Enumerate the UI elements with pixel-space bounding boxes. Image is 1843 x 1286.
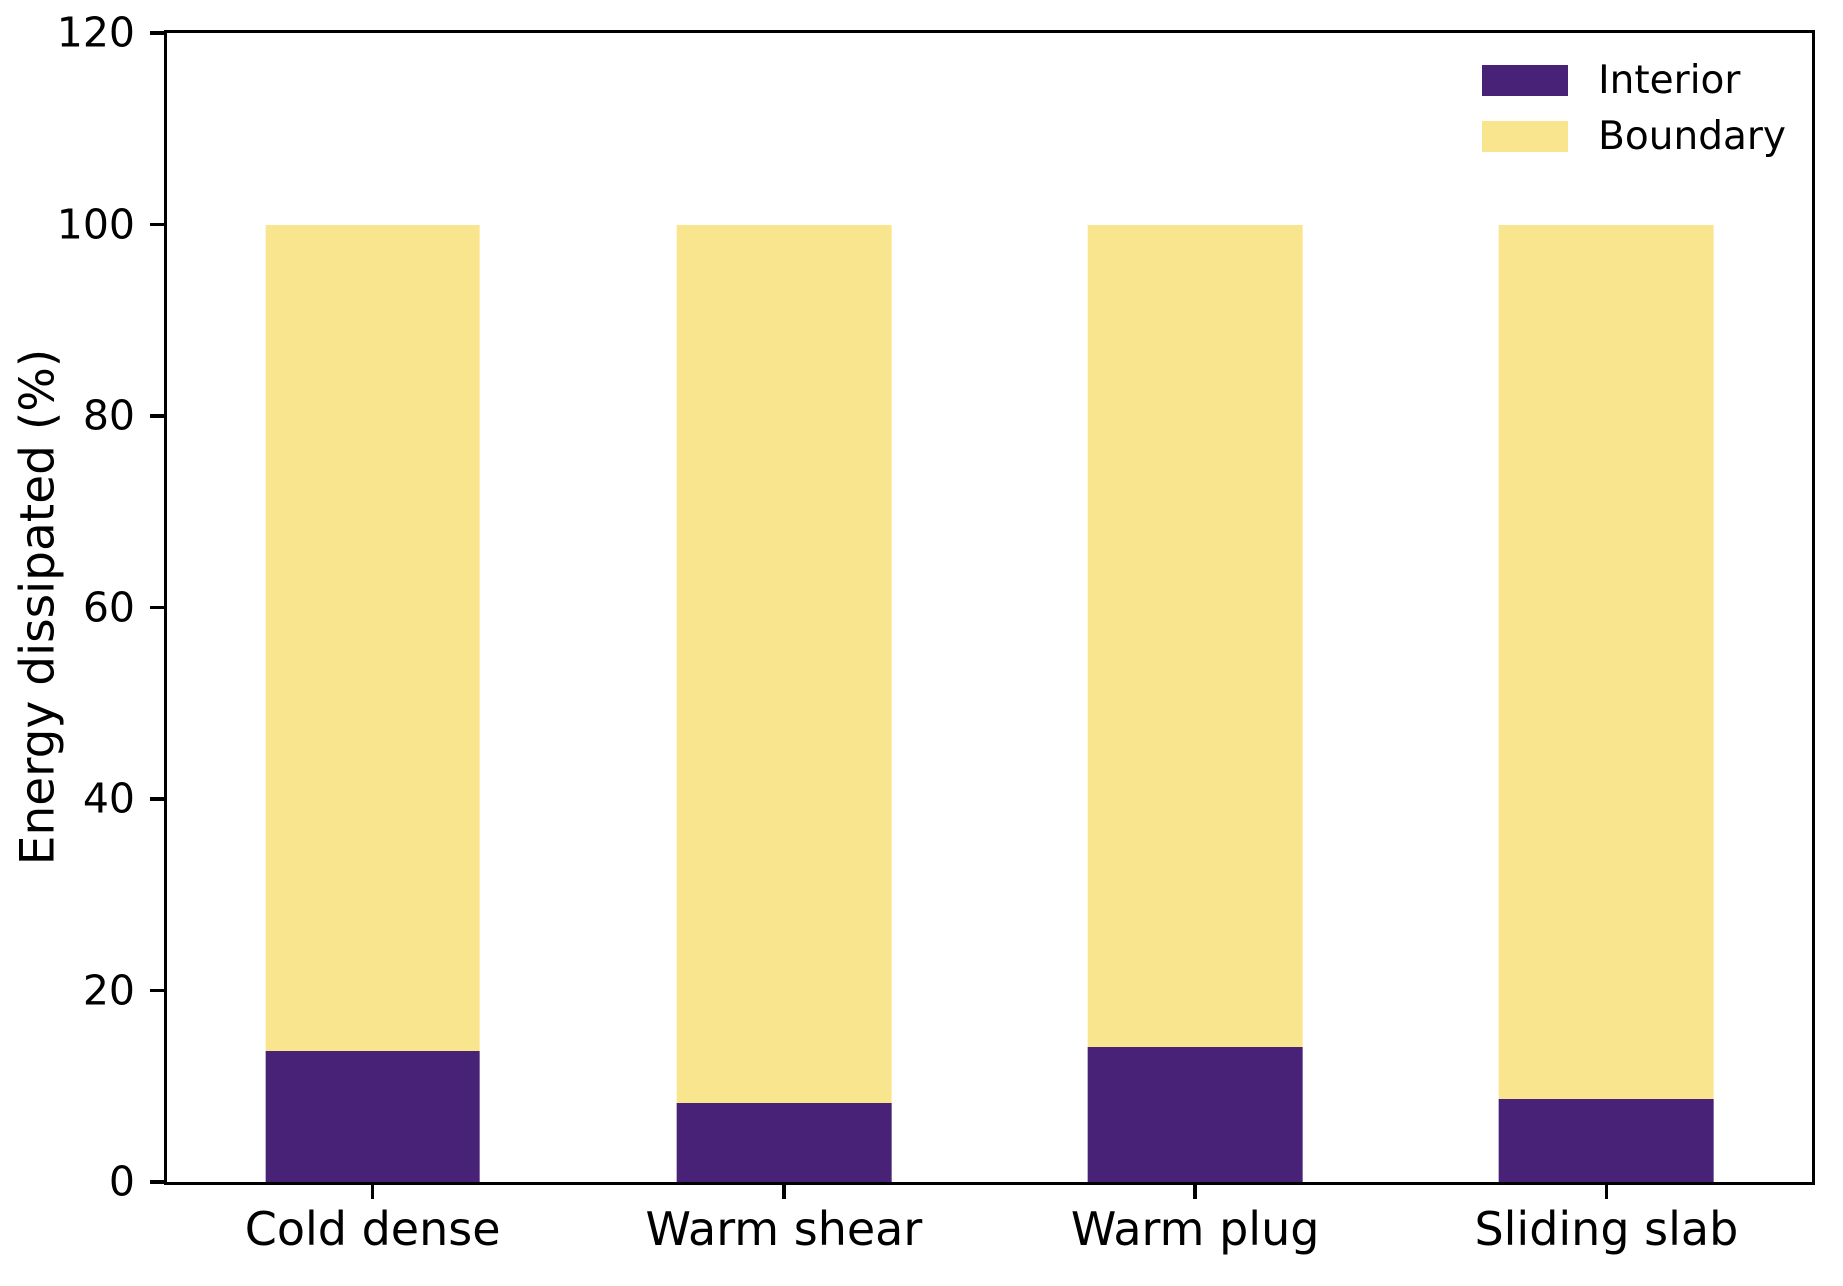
bar-segment-interior [676, 1102, 892, 1182]
bar-segment-boundary [676, 224, 892, 1103]
legend: Interior Boundary [1482, 61, 1786, 156]
x-tick-label: Warm plug [1070, 1202, 1320, 1256]
y-tick-label: 80 [82, 391, 135, 440]
x-tick [782, 1185, 786, 1199]
y-tick [150, 988, 164, 993]
legend-item-boundary: Boundary [1482, 117, 1786, 156]
x-tick-label: Sliding slab [1474, 1202, 1739, 1256]
y-axis-label: Energy dissipated (%) [10, 348, 66, 866]
legend-swatch-interior-icon [1482, 65, 1569, 96]
bar-segment-boundary [1499, 224, 1714, 1099]
bar-warm-shear [676, 33, 892, 1182]
x-tick-label: Warm shear [645, 1202, 923, 1256]
y-tick-label: 100 [56, 200, 135, 248]
y-tick-label: 40 [82, 774, 135, 823]
bar-segment-interior [1087, 1047, 1303, 1182]
bar-segment-boundary [1087, 224, 1303, 1047]
bar-cold-dense [265, 33, 480, 1182]
x-tick-label: Cold dense [244, 1202, 501, 1256]
x-tick [1604, 1185, 1609, 1199]
y-tick [150, 605, 164, 610]
legend-label: Boundary [1598, 114, 1786, 159]
y-tick [150, 31, 164, 35]
y-tick-label: 20 [82, 966, 135, 1014]
y-tick [150, 797, 164, 801]
y-tick-label: 60 [82, 583, 135, 631]
bar-segment-interior [1499, 1098, 1714, 1182]
bar-warm-plug [1087, 33, 1303, 1182]
y-tick [150, 222, 164, 227]
bar-segment-boundary [265, 224, 480, 1051]
plot-area: 0 20 40 60 80 100 120 Cold dense Warm shear Warm… [57, 12, 1815, 1256]
x-tick [1193, 1185, 1197, 1199]
x-tick [370, 1185, 375, 1199]
y-tick [150, 1180, 164, 1184]
y-tick-label: 0 [108, 1157, 135, 1206]
legend-swatch-boundary-icon [1482, 121, 1569, 152]
legend-item-interior: Interior [1482, 61, 1786, 100]
y-tick [150, 414, 164, 418]
legend-label: Interior [1598, 58, 1741, 103]
y-tick-label: 120 [56, 8, 135, 57]
bar-sliding-slab [1499, 33, 1714, 1182]
bar-segment-interior [265, 1050, 480, 1182]
